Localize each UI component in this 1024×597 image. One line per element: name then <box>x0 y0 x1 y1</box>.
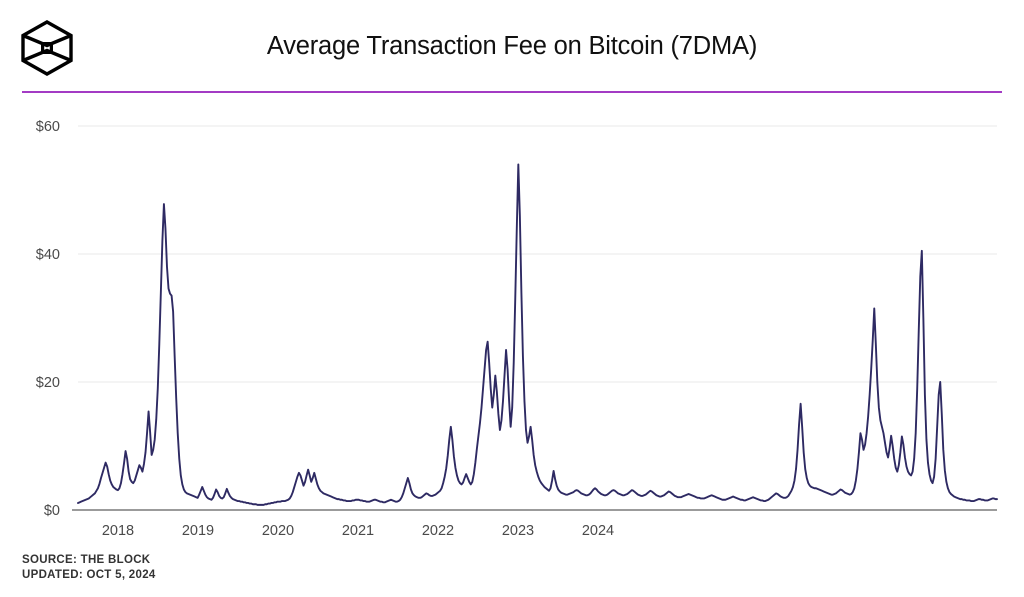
chart-footer: SOURCE: THE BLOCK UPDATED: OCT 5, 2024 <box>22 553 156 583</box>
footer-updated: UPDATED: OCT 5, 2024 <box>22 569 156 581</box>
x-axis-tick-label: 2020 <box>262 523 294 539</box>
line-chart-svg[interactable]: $0 $20 $40 $60 2018 2019 2020 2021 2022 2023 2024 <box>0 92 1024 547</box>
y-axis-tick-label: $20 <box>36 375 60 391</box>
y-axis-tick-label: $40 <box>36 247 60 263</box>
y-axis-tick-label: $0 <box>44 503 60 519</box>
the-block-cube-logo <box>21 20 73 76</box>
x-axis-tick-label: 2019 <box>182 523 214 539</box>
x-axis-tick-label: 2023 <box>502 523 534 539</box>
chart-header: Average Transaction Fee on Bitcoin (7DMA… <box>0 0 1024 92</box>
footer-source: SOURCE: THE BLOCK <box>22 554 151 566</box>
chart-plot-area[interactable]: $0 $20 $40 $60 2018 2019 2020 2021 2022 2023 2024 <box>0 92 1024 547</box>
fee-series-line <box>77 163 998 506</box>
x-axis-tick-label: 2022 <box>422 523 454 539</box>
y-axis-tick-label: $60 <box>36 119 60 135</box>
chart-gridlines <box>78 125 997 383</box>
page-title: Average Transaction Fee on Bitcoin (7DMA… <box>266 32 758 60</box>
x-axis-tick-labels: 2018 2019 2020 2021 2022 2023 2024 <box>102 523 614 539</box>
y-axis-tick-labels: $0 $20 $40 $60 <box>36 119 60 519</box>
x-axis-tick-label: 2021 <box>342 523 374 539</box>
accent-divider <box>22 91 1002 93</box>
x-axis-tick-label: 2018 <box>102 523 134 539</box>
x-axis-tick-label: 2024 <box>582 523 614 539</box>
